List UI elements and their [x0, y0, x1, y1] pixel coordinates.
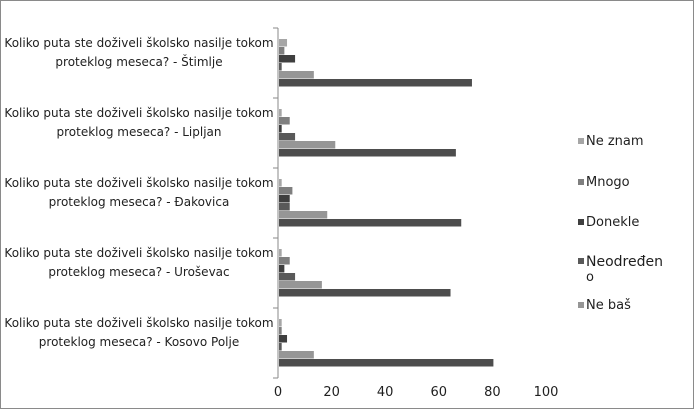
legend-swatch	[578, 258, 584, 264]
bar-4-1	[279, 327, 282, 335]
legend-label: Mnogo	[586, 175, 630, 190]
category-label: Koliko puta ste doživeli školsko nasilje…	[4, 176, 274, 209]
legend-item: Ne baš	[578, 298, 686, 314]
legend-swatch	[578, 302, 584, 308]
bar-3-1	[279, 257, 290, 265]
category-label: Koliko puta ste doživeli školsko nasilje…	[4, 316, 274, 349]
bar-3-0	[279, 249, 282, 257]
legend-item: Neodređen o	[578, 254, 686, 286]
x-tick-label: 100	[533, 385, 559, 400]
legend-item: Donekle	[578, 215, 686, 231]
legend-label: Ne znam	[586, 134, 644, 149]
bar-2-1	[279, 187, 293, 195]
x-tick-label: 40	[376, 385, 394, 400]
bar-4-4	[279, 351, 314, 359]
x-tick-label: 80	[484, 385, 501, 400]
bar-0-4	[279, 71, 314, 79]
bar-4-3	[279, 343, 282, 351]
bar-3-5	[279, 289, 451, 297]
bar-1-4	[279, 141, 336, 149]
bar-4-0	[279, 319, 282, 327]
bar-4-2	[279, 335, 288, 343]
bar-2-0	[279, 179, 282, 187]
bar-3-3	[279, 273, 296, 281]
legend-swatch	[578, 138, 584, 144]
legend-label: Neodređen o	[586, 254, 663, 285]
bar-1-1	[279, 117, 290, 125]
bar-1-5	[279, 149, 456, 157]
bar-3-2	[279, 265, 285, 273]
bar-0-1	[279, 47, 285, 55]
bar-3-4	[279, 281, 322, 289]
bar-0-5	[279, 79, 472, 87]
legend-item: Ne znam	[578, 134, 686, 150]
x-tick-label: 0	[273, 385, 283, 400]
bar-0-3	[279, 63, 282, 71]
legend-item: Mnogo	[578, 175, 686, 191]
category-label: Koliko puta ste doživeli školsko nasilje…	[4, 36, 274, 69]
bar-1-3	[279, 133, 296, 141]
legend-swatch	[578, 219, 584, 225]
bar-2-4	[279, 211, 328, 219]
bar-1-2	[279, 125, 282, 133]
legend-label: Ne baš	[586, 298, 631, 313]
category-label: Koliko puta ste doživeli školsko nasilje…	[4, 246, 274, 279]
category-label: Koliko puta ste doživeli školsko nasilje…	[4, 106, 274, 139]
bar-1-0	[279, 109, 282, 117]
bar-4-5	[279, 359, 494, 367]
legend-label: Donekle	[586, 215, 640, 230]
bar-0-2	[279, 55, 296, 63]
x-tick-label: 20	[323, 385, 340, 400]
bar-2-3	[279, 203, 290, 211]
bar-0-0	[279, 39, 288, 47]
bar-2-2	[279, 195, 290, 203]
legend-swatch	[578, 179, 584, 185]
bar-2-5	[279, 219, 462, 227]
x-tick-label: 60	[430, 385, 448, 400]
